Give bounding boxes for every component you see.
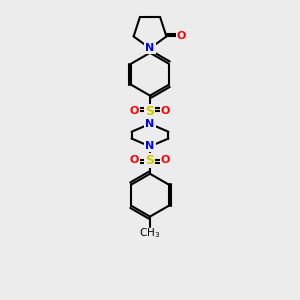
Text: S: S	[146, 154, 154, 167]
Text: S: S	[146, 105, 154, 118]
Text: N: N	[146, 141, 154, 152]
Text: O: O	[161, 106, 170, 116]
Text: O: O	[161, 155, 170, 165]
Text: N: N	[146, 44, 154, 53]
Text: O: O	[130, 155, 139, 165]
Text: CH$_3$: CH$_3$	[140, 226, 160, 240]
Text: O: O	[177, 32, 186, 41]
Text: O: O	[130, 106, 139, 116]
Text: N: N	[146, 119, 154, 129]
